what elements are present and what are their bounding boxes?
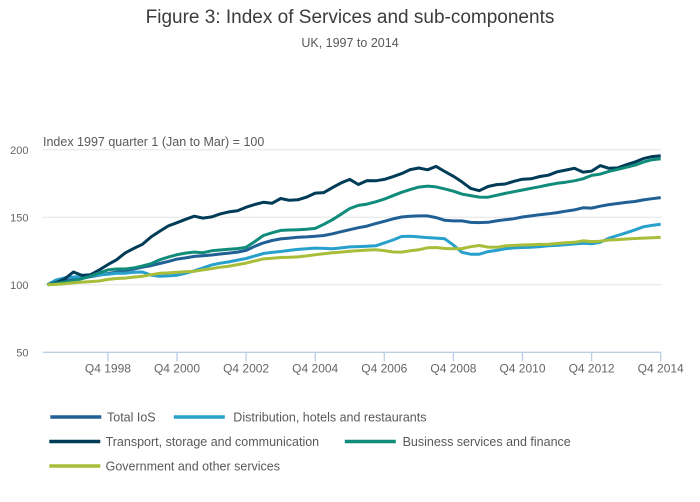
svg-text:Q4 2004: Q4 2004 [292,361,338,375]
svg-text:50: 50 [16,348,28,360]
svg-text:Total IoS: Total IoS [107,410,156,424]
svg-text:Q4 2012: Q4 2012 [569,361,615,375]
svg-text:Q4 2000: Q4 2000 [154,361,200,375]
svg-text:Q4 2006: Q4 2006 [361,361,407,375]
svg-text:150: 150 [10,213,28,225]
svg-text:Government and other services: Government and other services [106,459,280,473]
svg-text:100: 100 [10,280,28,292]
svg-text:Index 1997 quarter 1 (Jan to M: Index 1997 quarter 1 (Jan to Mar) = 100 [43,135,264,149]
svg-text:Q4 2010: Q4 2010 [499,361,545,375]
svg-text:Distribution, hotels and resta: Distribution, hotels and restaurants [233,410,426,424]
svg-text:200: 200 [10,145,28,157]
svg-text:Business services and finance: Business services and finance [403,435,571,449]
svg-text:Q4 2002: Q4 2002 [223,361,269,375]
svg-text:Q4 2014: Q4 2014 [638,361,684,375]
svg-text:Q4 1998: Q4 1998 [85,361,131,375]
svg-text:Transport, storage and communi: Transport, storage and communication [106,435,320,449]
svg-text:Q4 2008: Q4 2008 [430,361,476,375]
